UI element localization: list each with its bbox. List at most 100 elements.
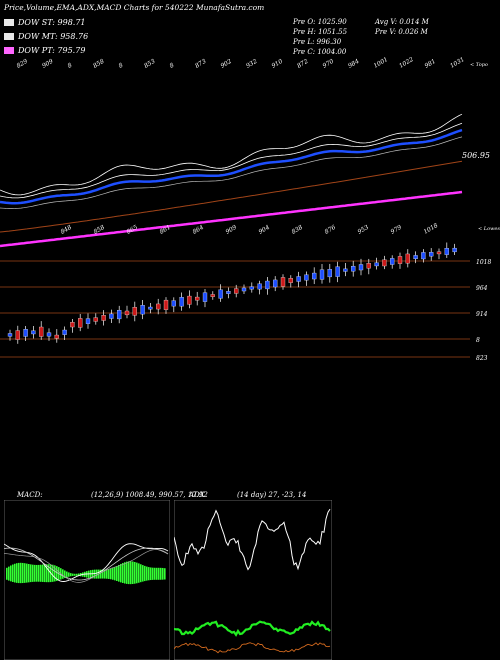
adx-params: (14 day) 27, -23, 14 [237, 491, 307, 499]
legend-swatch [4, 47, 14, 54]
macd-histogram-bar [106, 569, 108, 579]
candle-body [265, 280, 270, 290]
candle-body [46, 332, 52, 337]
legend-dow-mt: DOW MT: 958.76 [4, 32, 88, 41]
adx-line [174, 508, 331, 571]
legend-swatch [4, 33, 14, 40]
macd-histogram-bar [62, 569, 64, 579]
pink-pt-line [0, 190, 463, 248]
legend-dow-pt: DOW PT: 795.79 [4, 46, 85, 55]
macd-histogram-bar [136, 562, 138, 584]
candle-body [124, 310, 130, 316]
upper-tick-label: 873 [194, 58, 208, 70]
upper-tick-label: 829 [16, 58, 30, 70]
macd-histogram-bar [24, 563, 26, 583]
candle-body [226, 291, 231, 294]
candle-body [179, 297, 184, 307]
macd-histogram-bar [164, 568, 166, 580]
upper-tick-label: 981 [424, 58, 437, 70]
macd-histogram-bar [122, 563, 124, 583]
macd-histogram-bar [12, 564, 14, 582]
info-pre-volume: Pre V: 0.026 M [375, 28, 428, 36]
macd-histogram-bar [16, 563, 18, 583]
macd-histogram-bar [134, 561, 136, 584]
macd-histogram-bar [40, 564, 42, 582]
candle-tick-label: 953 [357, 224, 371, 236]
macd-histogram-bar [26, 563, 28, 583]
legend-label: DOW MT: 958.76 [18, 32, 89, 41]
macd-histogram-bar [18, 562, 20, 584]
info-open: Pre O: 1025.90 [293, 18, 347, 26]
blue-ema-line [0, 128, 463, 205]
candle-body [140, 305, 145, 315]
macd-histogram-bar [116, 566, 118, 581]
candle-body [70, 322, 75, 328]
macd-histogram-bar [112, 567, 114, 580]
candle-tick-label: 979 [390, 224, 404, 236]
candle-body [171, 300, 176, 307]
candle-body [429, 252, 434, 257]
upper-tick-label: 853 [143, 58, 157, 70]
upper-tick-label: 872 [296, 58, 310, 70]
macd-histogram-bar [44, 564, 46, 583]
price-chart: 829 909 8 858 8 853 8 873 902 932 910 872 970 984 1001… [0, 56, 500, 362]
adx-frame [174, 500, 332, 660]
upper-tick-label: 984 [347, 58, 361, 70]
candle-body [327, 269, 332, 278]
level-label: 914 [476, 311, 488, 318]
macd-histogram-bar [66, 571, 68, 578]
candle-tick-label: 865 [126, 224, 140, 236]
macd-histogram-bar [130, 561, 132, 585]
macd-histogram-bar [126, 561, 128, 584]
macd-histogram-bar [140, 564, 142, 583]
candle-body [257, 283, 262, 290]
candle-tick-label: 858 [93, 224, 107, 236]
candle-body [374, 262, 379, 267]
adx-plus-di-line [174, 620, 331, 637]
candle-body [280, 277, 286, 287]
macd-histogram-bar [56, 566, 58, 581]
macd-histogram-bar [6, 567, 8, 580]
macd-histogram-bar [70, 573, 72, 577]
macd-histogram-bar [34, 564, 36, 582]
candle-body [335, 266, 340, 277]
macd-signal-line [4, 547, 169, 581]
candle-body [421, 252, 426, 260]
macd-histogram-bar [138, 563, 140, 583]
candle-body [101, 315, 106, 321]
upper-tick-label: 858 [92, 58, 106, 70]
macd-histogram-bar [72, 573, 74, 576]
macd-params: (12,26,9) 1008.49, 990.57, 17.92 [91, 491, 208, 499]
macd-histogram-bar [52, 564, 54, 582]
upper-price-label: 506.95 [462, 151, 490, 160]
upper-tick-label: 902 [220, 58, 234, 70]
adx-label: ADX [189, 491, 205, 499]
macd-histogram-bar [146, 566, 148, 581]
macd-histogram-bar [94, 569, 96, 579]
macd-histogram-bar [46, 564, 48, 583]
candle-body [156, 303, 161, 310]
candle-body [195, 296, 200, 301]
macd-histogram-bar [42, 564, 44, 582]
candle-body [23, 329, 28, 337]
candle-body [202, 292, 208, 302]
adx-minus-di-line [174, 642, 331, 654]
candle-body [436, 251, 442, 255]
macd-histogram-bar [158, 567, 160, 580]
candle-body [358, 264, 364, 271]
candle-body [241, 287, 247, 292]
white-price-line [0, 113, 463, 196]
macd-histogram-bar [36, 564, 38, 582]
info-avg-volume: Avg V: 0.014 M [375, 18, 429, 26]
candle-body [452, 247, 457, 253]
candle-tick-label: 876 [324, 224, 338, 236]
macd-histogram-bar [128, 561, 130, 585]
candle-body [93, 317, 98, 322]
candle-body [288, 278, 293, 283]
candle-body [78, 318, 83, 328]
macd-histogram-bar [28, 563, 30, 583]
candle-body [382, 259, 387, 267]
level-label: 8 [476, 337, 480, 344]
brown-ema-line [0, 160, 463, 233]
candle-body [31, 330, 36, 335]
